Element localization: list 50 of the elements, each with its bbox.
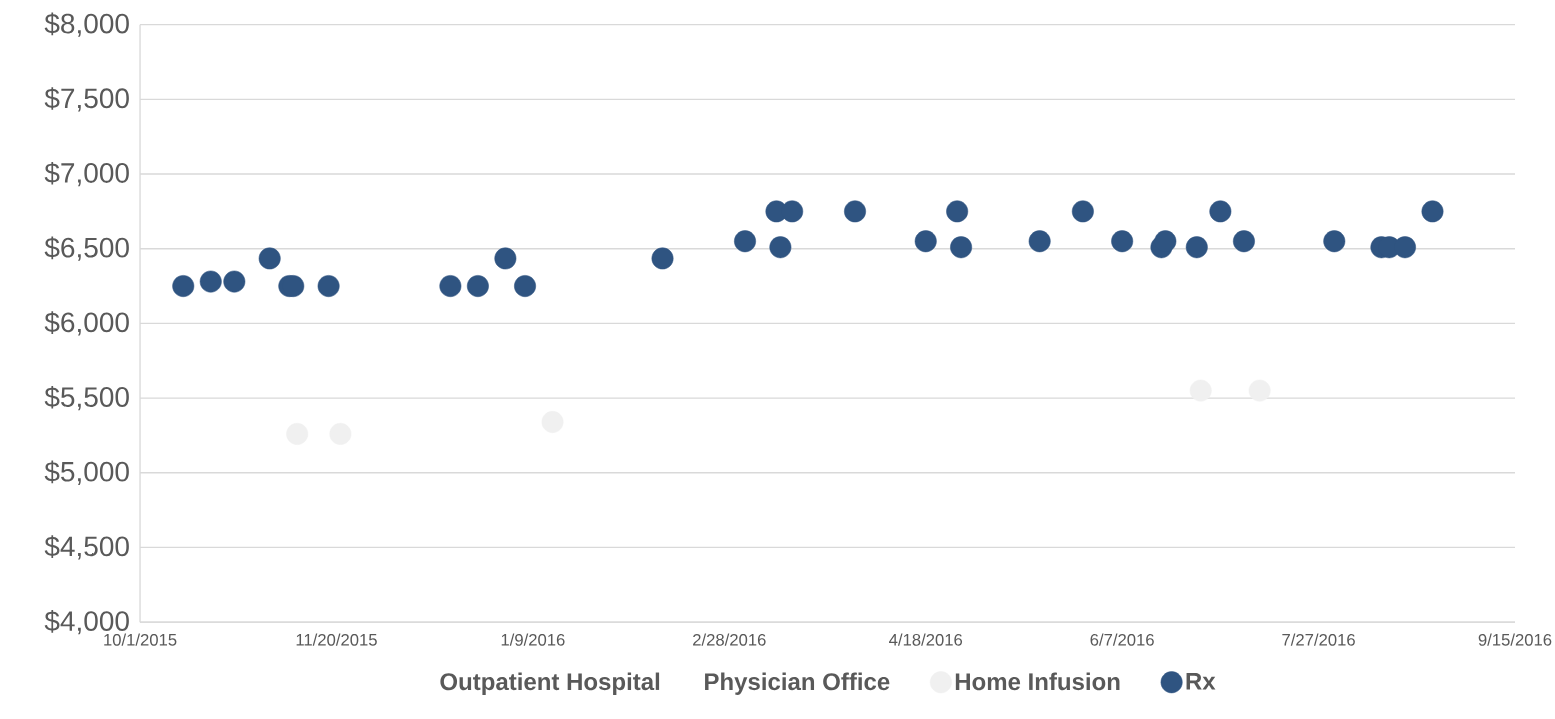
y-tick-label: $4,000 xyxy=(44,610,129,635)
point xyxy=(317,275,340,298)
x-tick-label: 11/20/2015 xyxy=(296,633,377,646)
x-tick-label: 2/28/2016 xyxy=(693,633,766,646)
point xyxy=(734,230,756,253)
point xyxy=(651,247,674,270)
y-tick-label: $5,000 xyxy=(44,460,129,486)
point xyxy=(1248,379,1271,402)
point xyxy=(946,200,969,223)
point xyxy=(781,200,804,223)
y-tick-label: $6,000 xyxy=(44,311,129,336)
y-tick-label: $8,000 xyxy=(44,12,129,37)
y-tick-label: $6,500 xyxy=(44,236,129,261)
x-tick-label: 10/1/2015 xyxy=(104,633,177,646)
point xyxy=(439,275,462,298)
point xyxy=(199,270,222,293)
point xyxy=(1323,230,1346,253)
point xyxy=(1189,379,1212,402)
y-tick-label: $5,500 xyxy=(44,386,129,411)
point xyxy=(466,275,489,298)
x-tick-label: 7/27/2016 xyxy=(1282,633,1355,646)
legend-label: Rx xyxy=(1186,673,1216,690)
point xyxy=(1185,236,1208,259)
point xyxy=(1154,230,1177,253)
point xyxy=(494,247,517,270)
point xyxy=(1233,230,1255,253)
point xyxy=(514,275,536,298)
x-tick-label: 4/18/2016 xyxy=(889,633,963,646)
point xyxy=(844,200,866,223)
legend-label: Home Infusion xyxy=(955,672,1120,691)
y-tick-label: $7,500 xyxy=(44,87,129,112)
x-tick-label: 9/15/2016 xyxy=(1478,633,1552,646)
point xyxy=(914,230,937,253)
point xyxy=(1209,200,1232,223)
point xyxy=(1394,236,1416,259)
point xyxy=(769,236,792,259)
y-tick-label: $7,000 xyxy=(44,161,129,187)
text: Outpatient Hospital xyxy=(440,672,660,695)
point xyxy=(1028,230,1051,253)
point xyxy=(258,247,281,270)
y-tick-label: $4,500 xyxy=(44,535,129,560)
point xyxy=(1421,200,1444,223)
x-tick-label: 6/7/2016 xyxy=(1090,633,1154,646)
point xyxy=(1071,200,1094,223)
point xyxy=(223,270,246,293)
point xyxy=(1111,230,1134,253)
x-tick-label: 1/9/2016 xyxy=(501,633,565,646)
point xyxy=(172,275,195,298)
text: Physician Office xyxy=(705,672,890,695)
point xyxy=(950,236,973,259)
